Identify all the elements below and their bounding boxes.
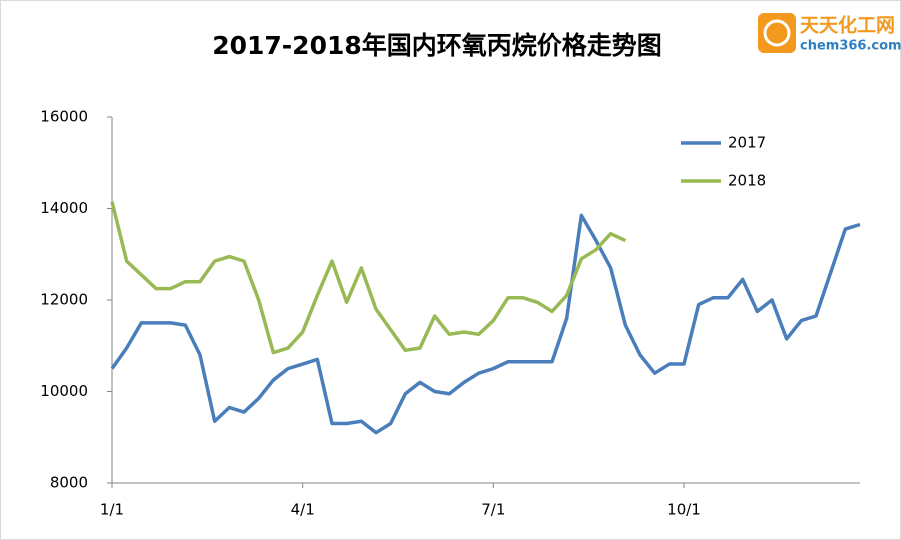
logo-ring [763,19,791,47]
x-tick-label: 1/1 [100,501,124,519]
y-tick-label: 16000 [40,108,88,126]
y-tick-label: 10000 [40,382,88,400]
x-tick-label: 7/1 [481,501,505,519]
logo-icon [758,13,796,53]
y-tick-label: 14000 [40,199,88,217]
x-tick-label: 4/1 [291,501,315,519]
logo: 天天化工网 chem366.com [758,13,901,54]
x-tick-label: 10/1 [667,501,701,519]
legend-label: 2018 [728,172,766,190]
chart-title: 2017-2018年国内环氧丙烷价格走势图 [212,31,662,60]
y-tick-label: 12000 [40,291,88,309]
logo-url: chem366.com [800,39,901,54]
series-line [110,201,627,355]
legend-label: 2017 [728,134,766,152]
logo-name: 天天化工网 [800,14,895,37]
y-tick-label: 8000 [50,474,88,492]
series-line [110,213,861,435]
